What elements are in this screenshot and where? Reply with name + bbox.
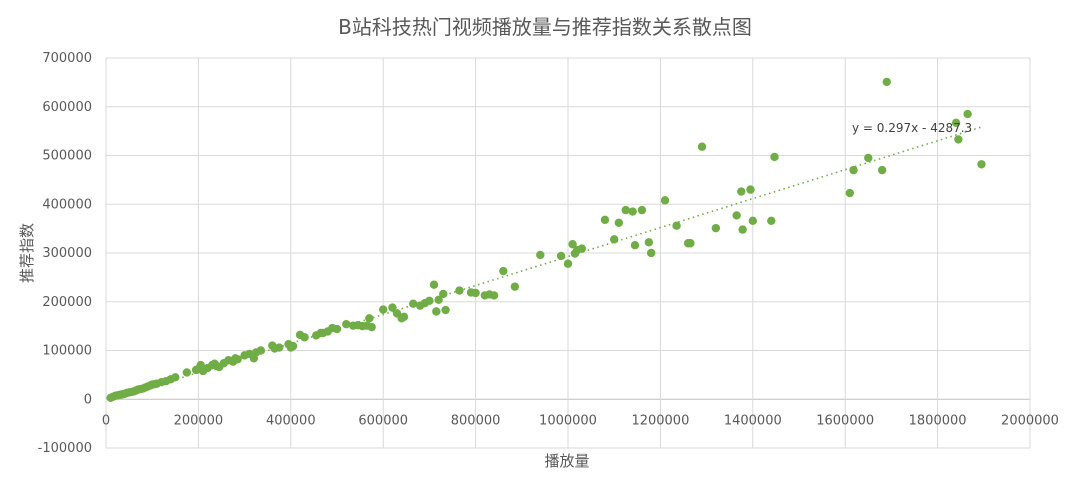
data-point	[686, 239, 695, 248]
chart-title: B站科技热门视频播放量与推荐指数关系散点图	[338, 15, 752, 39]
x-tick-label: 1800000	[909, 413, 967, 428]
y-tick-label: 700000	[42, 51, 92, 66]
data-point	[332, 324, 342, 334]
y-tick-label: 300000	[42, 246, 92, 261]
data-point	[748, 216, 757, 226]
data-point	[737, 187, 746, 196]
data-point	[864, 153, 873, 163]
gridlines	[105, 57, 1031, 449]
data-point	[429, 280, 439, 289]
data-point	[439, 289, 448, 299]
data-point	[441, 305, 450, 315]
x-tick-label: 1400000	[724, 413, 782, 428]
data-point	[732, 211, 741, 220]
y-tick-label: 100000	[42, 344, 92, 359]
data-point	[882, 77, 891, 87]
data-point	[711, 223, 721, 233]
data-point	[746, 185, 755, 194]
y-tick-label: 600000	[42, 100, 92, 115]
data-point	[434, 295, 443, 304]
x-tick-label: 200000	[174, 413, 224, 428]
data-point	[577, 244, 587, 253]
y-tick-label: 0	[84, 392, 92, 407]
data-point	[614, 218, 624, 227]
x-tick-label: 1600000	[816, 413, 874, 428]
x-tick-label: 2000000	[1001, 413, 1059, 428]
data-point	[628, 207, 637, 216]
data-point	[510, 282, 520, 291]
data-point	[499, 266, 508, 276]
data-point	[171, 373, 180, 382]
data-point	[432, 307, 441, 316]
data-point	[977, 160, 986, 169]
data-point	[770, 152, 779, 162]
x-tick-label: 0	[102, 413, 110, 428]
data-point	[563, 259, 573, 268]
data-point	[621, 205, 630, 215]
y-tick-label: 400000	[42, 197, 92, 212]
data-point	[288, 341, 298, 351]
data-point	[342, 319, 351, 329]
data-point	[767, 216, 776, 226]
data-point	[672, 221, 681, 230]
data-point	[845, 188, 855, 198]
data-point	[849, 165, 858, 175]
data-point	[365, 314, 374, 323]
x-tick-label: 1000000	[539, 413, 597, 428]
data-point	[399, 312, 409, 322]
data-point	[409, 299, 418, 308]
y-tick-label: 500000	[42, 149, 92, 164]
data-point	[637, 205, 647, 215]
data-point	[630, 241, 640, 250]
data-point	[233, 355, 242, 364]
y-tick-label: 200000	[42, 295, 92, 310]
data-point	[536, 250, 545, 260]
linear-trendline	[110, 126, 982, 401]
data-point	[379, 305, 388, 314]
data-point	[660, 196, 670, 205]
y-axis-title: 推荐指数	[18, 223, 36, 283]
data-point	[367, 322, 376, 332]
data-point	[954, 135, 963, 144]
x-tick-label: 600000	[358, 413, 408, 428]
data-point	[425, 296, 434, 305]
data-point	[275, 343, 284, 352]
x-tick-label: 1200000	[631, 413, 689, 428]
data-point	[697, 142, 707, 151]
data-point	[256, 346, 265, 355]
data-point	[877, 165, 887, 175]
y-tick-label: -100000	[38, 441, 92, 456]
data-point	[646, 248, 656, 258]
data-point	[600, 215, 610, 225]
data-point	[489, 291, 499, 300]
data-point	[610, 235, 619, 244]
data-point	[556, 251, 566, 261]
data-point	[738, 225, 747, 234]
x-tick-label: 800000	[451, 413, 501, 428]
x-axis-title: 播放量	[544, 452, 589, 470]
data-point	[471, 288, 480, 298]
data-point	[182, 368, 192, 377]
data-point	[300, 333, 309, 342]
data-point	[963, 109, 972, 119]
data-point	[568, 240, 577, 249]
data-point	[951, 118, 961, 128]
trendline-equation: y = 0.297x - 4287.3	[852, 121, 972, 135]
data-point	[388, 303, 397, 312]
x-tick-label: 400000	[266, 413, 316, 428]
data-points	[106, 77, 986, 402]
tick-labels: -100000 0 100000 200000 300000 400000 500000 60…	[38, 51, 1059, 456]
trendline-group	[110, 126, 982, 401]
data-point	[455, 286, 464, 295]
data-point	[644, 238, 654, 247]
